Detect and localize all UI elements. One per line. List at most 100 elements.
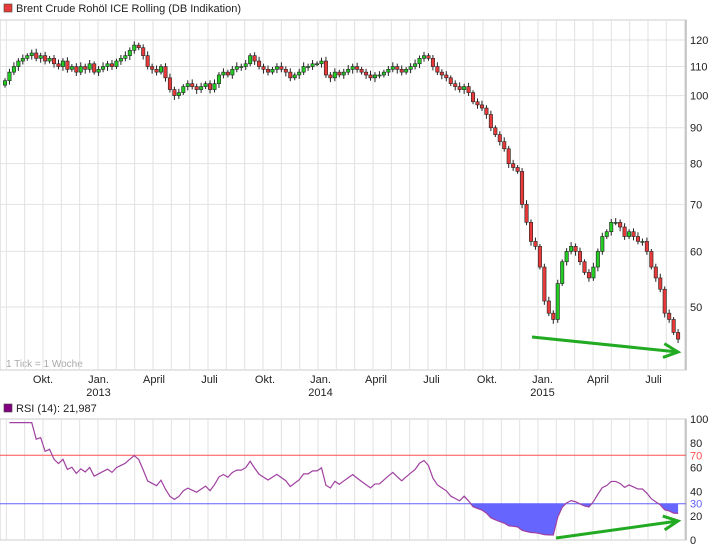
candle-body <box>252 55 257 62</box>
candle-body <box>390 66 395 70</box>
candle-body <box>551 312 556 320</box>
x-tick-year: 2014 <box>308 387 332 399</box>
candle-body <box>341 71 346 76</box>
candle-body <box>497 134 502 142</box>
candle-body <box>591 266 596 279</box>
candle-body <box>511 163 516 168</box>
candle-body <box>600 236 605 252</box>
candle-body <box>453 83 458 87</box>
candle-body <box>87 63 92 70</box>
candle-body <box>323 60 328 76</box>
candle-body <box>515 167 520 172</box>
candle-body <box>20 58 25 62</box>
candle-body <box>359 69 364 73</box>
candle-body <box>279 66 284 70</box>
candle-body <box>618 222 623 228</box>
candle-body <box>493 127 498 135</box>
candle-body <box>225 71 230 76</box>
candle-body <box>484 107 489 115</box>
candle-body <box>43 55 48 62</box>
candle-body <box>257 60 262 67</box>
tick-note: 1 Tick = 1 Woche <box>6 359 83 370</box>
candle-body <box>644 241 649 252</box>
rsi-y-tick-label: 40 <box>690 487 702 499</box>
candle-body <box>2 80 8 86</box>
x-tick-label: Jan. <box>310 374 331 386</box>
candle-body <box>564 251 569 263</box>
candle-body <box>190 83 195 87</box>
candle-body <box>426 55 431 59</box>
candle-body <box>181 86 186 93</box>
candle-body <box>635 236 640 242</box>
candle-body <box>297 71 302 76</box>
candle-body <box>448 77 453 84</box>
x-tick-year: 2015 <box>530 387 554 399</box>
candle-body <box>163 66 168 79</box>
candle-body <box>74 66 79 73</box>
candle-body <box>56 63 61 67</box>
candle-body <box>502 141 507 150</box>
x-tick-label: April <box>143 374 165 386</box>
candle-body <box>123 55 128 59</box>
candle-body <box>346 69 351 73</box>
candle-body <box>159 66 164 73</box>
candle-body <box>199 86 204 90</box>
candle-body <box>631 231 636 237</box>
candle-body <box>60 60 65 67</box>
candle-body <box>471 92 476 103</box>
price-y-tick-label: 90 <box>690 123 702 135</box>
candle-body <box>141 47 146 56</box>
price-y-tick-label: 120 <box>690 35 708 47</box>
candle-body <box>92 63 97 73</box>
candle-body <box>555 283 560 320</box>
candle-body <box>118 58 123 62</box>
candle-body <box>114 60 119 67</box>
candle-body <box>154 69 159 73</box>
candle-body <box>203 83 208 87</box>
candle-body <box>457 86 462 90</box>
rsi-y-tick-label: 100 <box>690 414 708 426</box>
x-tick-label: Jan. <box>532 374 553 386</box>
candle-body <box>377 74 382 77</box>
x-tick-label: Juli <box>423 374 440 386</box>
candle-body <box>306 66 311 68</box>
x-tick-label: April <box>365 374 387 386</box>
candle-body <box>230 69 235 76</box>
candle-body <box>622 226 627 237</box>
candle-body <box>216 74 221 84</box>
candle-body <box>105 63 110 67</box>
candle-body <box>7 71 12 82</box>
candle-body <box>671 319 676 333</box>
candle-body <box>582 261 587 273</box>
candle-body <box>38 55 43 59</box>
candle-body <box>386 69 391 73</box>
candle-body <box>422 55 427 59</box>
candle-body <box>466 86 471 93</box>
candle-body <box>283 69 288 73</box>
candle-body <box>653 266 658 279</box>
candle-body <box>83 66 88 70</box>
x-tick-year: 2013 <box>86 387 110 399</box>
candle-body <box>52 58 57 65</box>
candle-body <box>524 204 529 223</box>
rsi-level-label: 70 <box>690 450 702 462</box>
rsi-y-tick-label: 60 <box>690 462 702 474</box>
candle-body <box>609 222 614 233</box>
candle-body <box>364 71 369 76</box>
candle-body <box>573 246 578 252</box>
candle-body <box>127 50 132 56</box>
price-trend-arrow <box>531 335 679 354</box>
candle-body <box>355 66 360 70</box>
candle-body <box>212 83 217 90</box>
candle-body <box>34 52 39 59</box>
candle-body <box>439 71 444 76</box>
candle-body <box>185 83 190 87</box>
candle-body <box>208 83 213 90</box>
candle-body <box>537 246 542 268</box>
candle-body <box>315 63 320 66</box>
candle-body <box>221 71 226 76</box>
candle-body <box>578 251 583 263</box>
candle-body <box>479 104 484 109</box>
candle-body <box>16 60 21 67</box>
